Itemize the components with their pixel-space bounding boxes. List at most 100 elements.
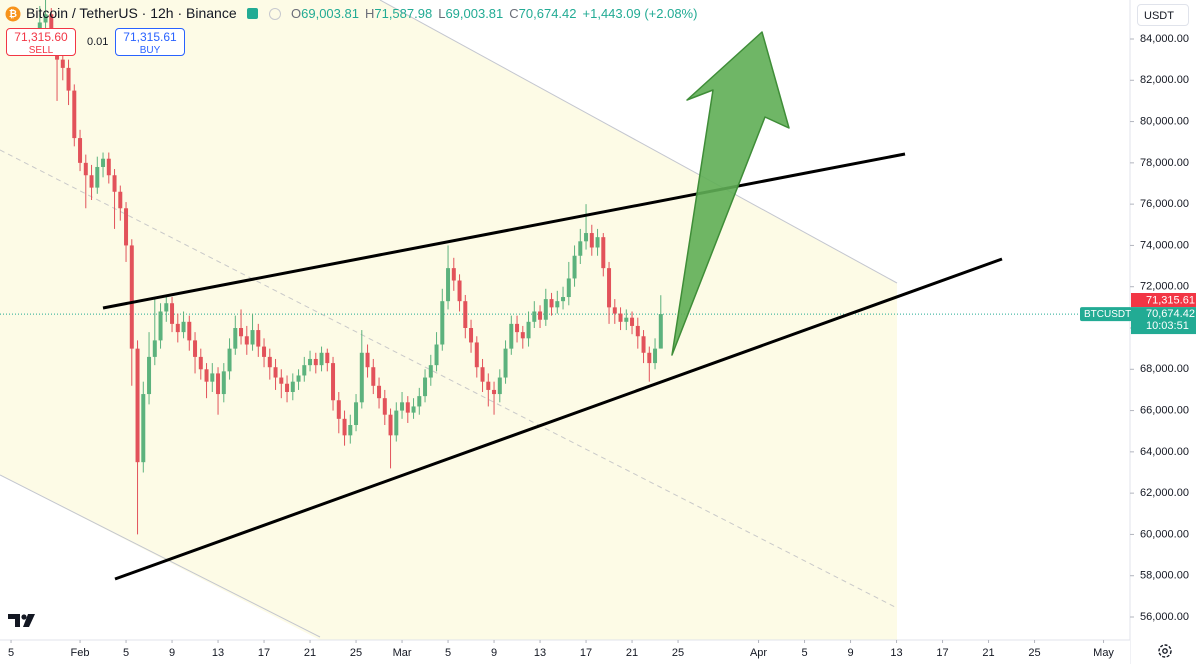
drawings bbox=[0, 0, 898, 640]
candle-body bbox=[325, 352, 330, 364]
sell-button[interactable]: 71,315.60 SELL bbox=[6, 28, 76, 56]
candle-body bbox=[434, 344, 439, 366]
candle-body bbox=[250, 330, 255, 345]
x-tick-label: 17 bbox=[936, 647, 948, 659]
y-tick-label: 72,000.00 bbox=[1140, 281, 1189, 293]
candle-body bbox=[256, 330, 261, 347]
x-tick-label: 25 bbox=[672, 647, 684, 659]
coin-glyph: ₿ bbox=[9, 8, 17, 20]
candle-body bbox=[653, 348, 658, 364]
y-tick-label: 68,000.00 bbox=[1140, 363, 1189, 375]
x-tick-label: 21 bbox=[304, 647, 316, 659]
sell-price: 71,315.60 bbox=[14, 30, 68, 44]
candle-body bbox=[118, 191, 123, 209]
ohlc-value: 70,674.42 bbox=[518, 6, 577, 21]
logo-part bbox=[23, 614, 35, 627]
channel-lower bbox=[0, 474, 321, 638]
ohlc-legend: O69,003.81 H71,587.98 L69,003.81 C70,674.42… bbox=[291, 6, 697, 21]
y-tick-label: 74,000.00 bbox=[1140, 239, 1189, 251]
countdown: 10:03:51 bbox=[1146, 320, 1189, 332]
candle-body bbox=[135, 348, 140, 463]
candle-body bbox=[538, 311, 543, 320]
candle-body bbox=[532, 311, 537, 322]
y-tick-label: 84,000.00 bbox=[1140, 33, 1189, 45]
candle-body bbox=[290, 381, 295, 392]
candle-body bbox=[463, 301, 468, 328]
candle-body bbox=[549, 299, 554, 308]
candle-body bbox=[319, 352, 324, 366]
ticks: 84,000.00 82,000.00 80,000.00 78,000.00 76,0… bbox=[8, 33, 1189, 659]
trendline-upper bbox=[102, 152, 906, 310]
logo-part bbox=[21, 614, 27, 620]
x-tick-label: Mar bbox=[393, 647, 412, 659]
candle-body bbox=[141, 394, 146, 463]
x-tick-label: 25 bbox=[1028, 647, 1040, 659]
symbol-tag-bg bbox=[1080, 307, 1132, 322]
candle-body bbox=[526, 321, 531, 339]
currency-button[interactable]: USDT bbox=[1137, 4, 1189, 26]
candle-body bbox=[400, 402, 405, 411]
x-tick-label: 13 bbox=[212, 647, 224, 659]
candle-body bbox=[486, 381, 491, 390]
candle-body bbox=[210, 373, 215, 382]
candle-body bbox=[371, 367, 376, 386]
candle-body bbox=[72, 90, 77, 139]
sell-label: SELL bbox=[28, 45, 54, 56]
time-axis bbox=[0, 640, 1130, 664]
candle-body bbox=[313, 358, 318, 366]
candle-body bbox=[78, 138, 83, 163]
ask-tag: 71,315.61 bbox=[1146, 294, 1195, 306]
candle-body bbox=[595, 237, 600, 248]
candle-body bbox=[158, 311, 163, 341]
candle-body bbox=[382, 398, 387, 415]
candle-body bbox=[515, 323, 520, 333]
candle-body bbox=[423, 377, 428, 397]
ohlc-key: H bbox=[364, 6, 375, 21]
candle-body bbox=[147, 356, 152, 395]
candle-body bbox=[641, 336, 646, 353]
candle-body bbox=[497, 377, 502, 395]
candle-body bbox=[129, 245, 134, 349]
candle-body bbox=[612, 307, 617, 314]
ohlc-value: 71,587.98 bbox=[374, 6, 433, 21]
last-tag: 70,674.42 bbox=[1146, 308, 1195, 320]
gear[interactable] bbox=[1158, 644, 1172, 658]
candle-body bbox=[446, 268, 451, 302]
x-tick-label: 5 bbox=[123, 647, 129, 659]
status-flag bbox=[247, 8, 258, 19]
candle-body bbox=[175, 323, 180, 333]
spread: 0.01 bbox=[87, 36, 109, 48]
x-tick-label: 9 bbox=[169, 647, 175, 659]
candle-body bbox=[239, 327, 244, 337]
candle-body bbox=[204, 369, 209, 382]
candle-body bbox=[348, 425, 353, 436]
x-tick-label: May bbox=[1093, 647, 1114, 659]
y-tick-label: 56,000.00 bbox=[1140, 611, 1189, 623]
last-price-tag: BTCUSDT 70,674.42 10:03:51 bbox=[1080, 307, 1196, 335]
candle-body bbox=[181, 321, 186, 333]
settings-icon[interactable] bbox=[1158, 644, 1172, 658]
candle-body bbox=[365, 352, 370, 368]
candle-body bbox=[411, 406, 416, 413]
buy-button[interactable]: 71,315.61 BUY bbox=[115, 28, 185, 56]
candle-body bbox=[428, 365, 433, 378]
candle-body bbox=[492, 389, 497, 395]
buy-label: BUY bbox=[139, 45, 161, 56]
ohlc-key: O bbox=[291, 6, 302, 21]
candle-body bbox=[630, 317, 635, 326]
annotations bbox=[102, 31, 1003, 581]
candle-body bbox=[60, 59, 65, 68]
candle-body bbox=[101, 158, 106, 167]
candle-body bbox=[66, 67, 71, 91]
x-tick-label: 17 bbox=[580, 647, 592, 659]
x-tick-label: 13 bbox=[534, 647, 546, 659]
candle-body bbox=[279, 377, 284, 384]
buy-price: 71,315.61 bbox=[123, 30, 177, 44]
candle-body bbox=[589, 233, 594, 248]
channel-mid bbox=[0, 149, 898, 609]
x-tick-label: 9 bbox=[491, 647, 497, 659]
ohlc-change: +1,443.09 (+2.08%) bbox=[582, 6, 698, 21]
candle-body bbox=[336, 400, 341, 419]
candle-body bbox=[273, 367, 278, 378]
